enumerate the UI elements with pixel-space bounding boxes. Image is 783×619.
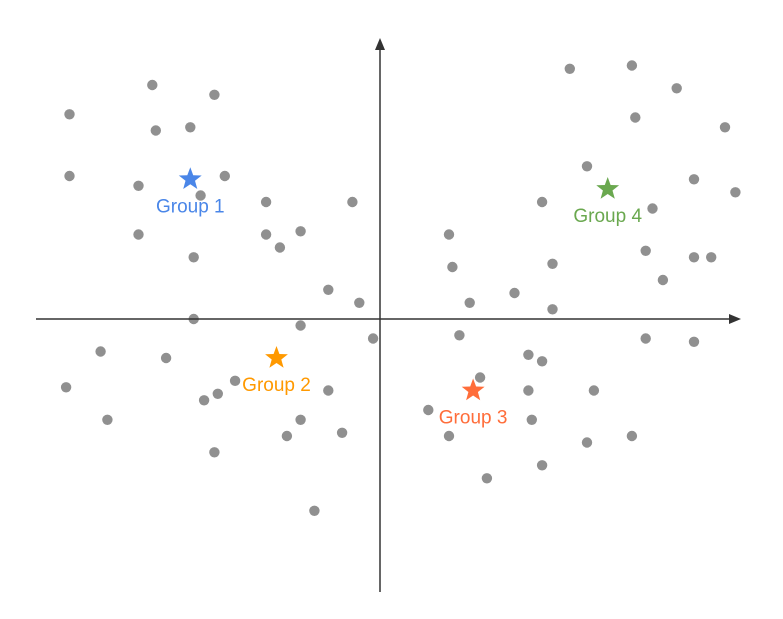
data-point xyxy=(185,122,196,133)
data-point xyxy=(219,170,230,182)
group-star-icon xyxy=(178,167,202,189)
data-point xyxy=(354,297,365,308)
data-point xyxy=(64,109,75,120)
data-point xyxy=(464,297,475,308)
group-star-icon xyxy=(596,177,620,199)
data-point xyxy=(454,330,465,341)
data-point xyxy=(536,460,548,471)
data-point xyxy=(536,356,548,367)
data-point xyxy=(423,404,434,416)
data-point xyxy=(688,336,700,347)
data-point xyxy=(547,304,558,315)
data-point xyxy=(260,229,272,240)
data-point xyxy=(536,196,548,208)
data-point xyxy=(547,258,558,269)
group-star-icon xyxy=(265,346,288,368)
data-point xyxy=(706,252,717,263)
data-point xyxy=(564,63,575,74)
group-label: Group 3 xyxy=(439,408,508,429)
data-point xyxy=(626,60,638,71)
data-point xyxy=(581,437,593,448)
data-point xyxy=(133,180,144,191)
data-point xyxy=(212,388,223,399)
data-point xyxy=(688,174,700,185)
data-point xyxy=(719,122,731,133)
data-point xyxy=(630,112,641,123)
data-point xyxy=(523,385,534,396)
data-point xyxy=(188,252,199,263)
data-point xyxy=(309,505,320,516)
data-point xyxy=(209,447,220,458)
data-point xyxy=(295,414,306,425)
axes xyxy=(36,38,741,592)
data-point xyxy=(195,190,206,201)
group-label: Group 4 xyxy=(573,206,642,227)
data-point xyxy=(150,125,161,136)
data-point xyxy=(274,242,286,253)
data-point xyxy=(295,226,306,237)
data-point xyxy=(64,170,75,182)
data-point xyxy=(671,83,682,94)
data-point xyxy=(323,385,334,396)
data-point xyxy=(229,375,241,386)
data-point xyxy=(581,161,593,172)
data-point xyxy=(588,385,600,396)
data-point xyxy=(730,187,741,198)
data-point xyxy=(647,203,658,214)
group-star-icon xyxy=(461,378,485,401)
data-point xyxy=(198,395,210,406)
data-point xyxy=(102,414,113,425)
data-point xyxy=(295,320,306,331)
data-point xyxy=(147,79,158,91)
data-point xyxy=(281,430,293,442)
data-point xyxy=(60,382,72,393)
data-point xyxy=(626,430,638,442)
data-point xyxy=(509,287,520,299)
group-label: Group 2 xyxy=(242,375,311,396)
data-point xyxy=(443,430,455,442)
data-point xyxy=(95,346,106,357)
data-point xyxy=(209,89,220,101)
y-axis-arrowhead xyxy=(375,38,385,50)
data-point xyxy=(323,284,334,295)
data-point xyxy=(367,333,379,344)
points-layer xyxy=(60,60,741,516)
data-point xyxy=(336,427,348,438)
data-point xyxy=(160,352,172,364)
group-label: Group 1 xyxy=(156,196,225,217)
data-point xyxy=(526,414,537,425)
data-point xyxy=(133,229,144,240)
data-point xyxy=(688,252,700,263)
group-annotations: Group 1 Group 2 Group 3 Group 4 xyxy=(156,167,642,429)
data-point xyxy=(474,372,486,383)
data-point xyxy=(523,349,534,360)
data-point xyxy=(447,261,458,273)
data-point xyxy=(347,196,358,208)
data-point xyxy=(657,274,669,286)
data-point xyxy=(640,245,651,256)
data-point xyxy=(260,196,272,208)
data-point xyxy=(481,473,493,484)
x-axis-arrowhead xyxy=(729,314,741,324)
data-point xyxy=(443,229,455,240)
data-point xyxy=(640,333,651,344)
